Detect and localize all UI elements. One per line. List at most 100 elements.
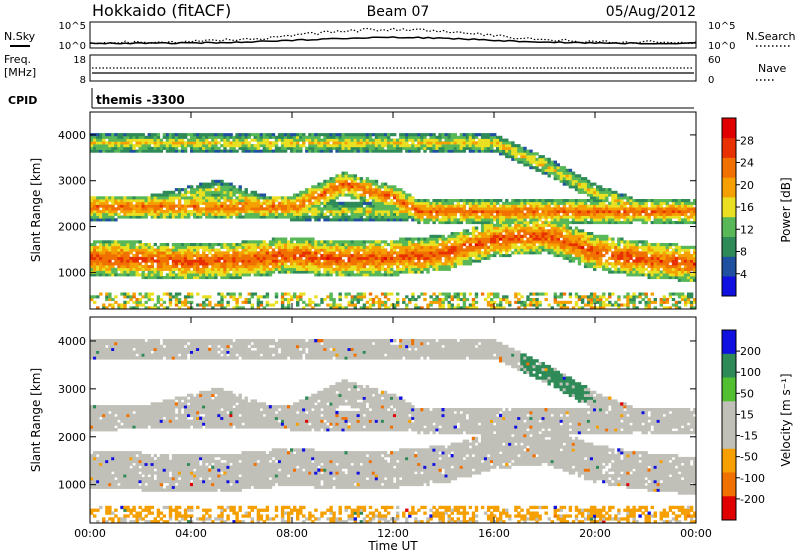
power-cell xyxy=(208,149,212,153)
power-cell xyxy=(326,185,330,189)
power-cell xyxy=(399,190,403,194)
power-cell xyxy=(208,133,212,137)
power-cell xyxy=(344,138,348,142)
power-cell xyxy=(126,215,130,219)
power-cell xyxy=(347,259,351,263)
power-cell xyxy=(390,215,394,219)
power-cell xyxy=(399,240,403,244)
power-cell xyxy=(217,196,221,200)
power-cell xyxy=(123,265,127,269)
power-cell xyxy=(117,240,121,244)
power-cell xyxy=(108,262,112,266)
power-cell xyxy=(559,248,563,252)
power-cell xyxy=(202,201,206,205)
power-cell xyxy=(377,188,382,192)
power-cell xyxy=(290,215,294,219)
power-cell xyxy=(565,199,570,203)
power-cell xyxy=(259,201,264,205)
power-cell xyxy=(220,212,224,216)
power-cell xyxy=(417,149,421,153)
power-cell xyxy=(514,157,518,161)
power-cell xyxy=(150,270,154,274)
power-cell xyxy=(405,267,409,271)
power-cell xyxy=(244,270,248,274)
power-cell xyxy=(414,149,418,153)
power-cell xyxy=(505,243,509,247)
power-cell xyxy=(471,212,476,216)
power-cell xyxy=(283,251,288,255)
power-cell xyxy=(217,190,221,194)
power-cell xyxy=(229,212,233,216)
power-cell xyxy=(386,273,391,277)
power-cell xyxy=(344,174,348,178)
power-cell xyxy=(250,190,254,194)
power-cell xyxy=(296,303,300,307)
power-cell xyxy=(432,292,436,296)
power-cell xyxy=(305,256,309,260)
power-cell xyxy=(356,144,360,148)
power-cell xyxy=(377,273,382,277)
power-cell xyxy=(223,243,227,247)
power-cell xyxy=(159,303,164,307)
power-cell xyxy=(256,298,261,302)
power-cell xyxy=(117,303,121,307)
power-cell xyxy=(529,303,533,307)
power-cell xyxy=(553,160,557,164)
power-cell xyxy=(362,270,367,274)
power-cell xyxy=(138,298,142,302)
power-cell xyxy=(380,199,385,203)
power-cell xyxy=(368,149,373,153)
power-cell xyxy=(383,262,388,266)
power-cell xyxy=(362,190,367,194)
power-cell xyxy=(568,177,573,181)
power-cell xyxy=(565,223,570,227)
power-cell xyxy=(314,185,318,189)
power-cell xyxy=(556,218,560,222)
power-cell xyxy=(483,201,488,205)
power-cell xyxy=(214,276,218,280)
power-cell xyxy=(432,256,436,260)
power-cell xyxy=(105,240,109,244)
power-cell xyxy=(371,254,376,258)
power-cell xyxy=(438,243,442,247)
power-cell xyxy=(247,146,251,150)
power-cell xyxy=(241,138,245,142)
power-cell xyxy=(456,141,460,145)
power-cell xyxy=(211,199,215,203)
power-cell xyxy=(335,265,339,269)
power-cell xyxy=(265,292,270,296)
power-cell xyxy=(156,201,161,205)
power-cell xyxy=(211,267,215,271)
power-cell xyxy=(538,168,542,172)
power-cell xyxy=(302,207,306,211)
power-cell xyxy=(447,251,451,255)
power-cell xyxy=(293,267,297,271)
power-cell xyxy=(250,149,254,153)
power-cell xyxy=(550,221,554,225)
power-cell xyxy=(568,171,573,175)
power-cell xyxy=(162,248,167,252)
power-cell xyxy=(526,160,530,164)
power-cell xyxy=(153,146,157,150)
power-cell xyxy=(220,138,224,142)
power-cell xyxy=(244,267,248,271)
power-cell xyxy=(386,218,391,222)
power-cell xyxy=(287,215,291,219)
power-cell xyxy=(123,254,127,258)
power-cell xyxy=(111,196,115,200)
power-cell xyxy=(120,267,124,271)
power-cell xyxy=(571,248,576,252)
power-cell xyxy=(453,232,457,236)
power-cell xyxy=(168,149,173,153)
power-cell xyxy=(129,133,133,137)
power-cell xyxy=(368,212,373,216)
power-cell xyxy=(165,193,170,197)
power-cell xyxy=(353,141,357,145)
power-cell xyxy=(365,179,370,183)
power-cell xyxy=(199,141,203,145)
power-cell xyxy=(383,270,388,274)
power-cell xyxy=(138,303,142,307)
power-cell xyxy=(447,201,451,205)
power-cell xyxy=(283,135,288,139)
power-cell xyxy=(496,243,500,247)
